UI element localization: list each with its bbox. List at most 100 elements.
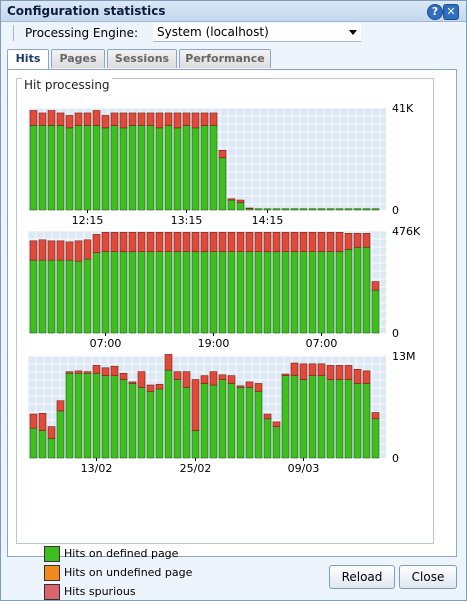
bar-defined [308,208,317,211]
bar-spurious [281,231,290,252]
bar-spurious [47,110,56,126]
y-tick-label-zero: 0 [392,452,399,465]
bar-spurious [227,198,236,201]
x-tick-label: 19:00 [198,337,230,350]
bar-spurious [209,231,218,252]
bar-spurious [110,231,119,252]
bar-defined [290,375,299,459]
bar-defined [119,379,128,459]
bar-spurious [137,371,146,388]
bar-defined [272,208,281,211]
bar-spurious [137,231,146,252]
bar-defined [173,127,182,211]
chevron-down-icon[interactable] [349,30,357,35]
x-tick-label: 25/02 [180,462,212,475]
bar-spurious [173,231,182,252]
bar-defined [155,251,164,334]
bar-spurious [281,373,290,376]
bar-defined [128,125,137,211]
bar-defined [263,208,272,211]
bar-spurious [317,363,326,376]
engine-select-value: System (localhost) [157,25,269,39]
bar-defined [362,208,371,211]
bar-spurious [326,231,335,252]
x-tick-label: 07:00 [90,337,122,350]
bar-spurious [83,239,92,260]
bar-spurious [56,400,65,412]
y-tick-label-zero: 0 [392,327,399,340]
bar-spurious [272,421,281,427]
y-tick-label-max: 476K [392,225,421,238]
bar-spurious [191,112,200,129]
tab-sessions[interactable]: Sessions [107,49,177,68]
tab-hits[interactable]: Hits [7,49,49,70]
bar-spurious [38,112,47,126]
tab-performance[interactable]: Performance [179,49,271,68]
bar-defined [263,251,272,334]
x-tick-label: 13:15 [171,214,203,227]
help-icon[interactable]: ? [427,4,443,20]
bar-spurious [74,370,83,374]
reload-button[interactable]: Reload [329,565,395,589]
bar-defined [290,208,299,211]
tab-pages[interactable]: Pages [51,49,105,68]
bar-defined [29,125,38,211]
bar-defined [173,251,182,334]
bar-spurious [362,370,371,384]
bar-defined [101,251,110,334]
bar-defined [164,125,173,211]
bar-defined [47,259,56,334]
bar-spurious [200,375,209,384]
bar-defined [353,246,362,334]
bar-spurious [236,385,245,388]
bar-spurious [290,362,299,376]
bar-defined [29,427,38,459]
bar-defined [56,410,65,459]
bar-spurious [200,112,209,126]
bar-spurious [128,112,137,126]
bar-defined [155,388,164,459]
bar-defined [65,372,74,459]
bar-defined [344,379,353,459]
bar-defined [182,125,191,211]
bar-spurious [56,240,65,261]
toolbar-separator [13,25,14,41]
close-icon[interactable]: ✕ [443,4,459,20]
bar-defined [182,251,191,334]
bar-spurious [308,231,317,252]
charts-area: 41K 0 12:15 13:15 14:15 476K 0 07:00 19:00 07:00 1… [27,102,421,475]
bar-spurious [173,371,182,380]
bar-defined [227,251,236,334]
bar-spurious [227,375,236,384]
engine-select[interactable]: System (localhost) [153,23,361,42]
bar-spurious [326,365,335,380]
bar-spurious [236,231,245,252]
bar-defined [173,379,182,459]
bar-defined [236,202,245,211]
bar-defined [200,125,209,211]
bar-defined [254,391,263,459]
bar-spurious [38,239,47,261]
bar-spurious [29,240,38,261]
bar-spurious [263,413,272,420]
bar-defined [200,383,209,459]
bar-defined [65,127,74,211]
bar-spurious [182,112,191,126]
bar-spurious [83,112,92,126]
bar-spurious [353,369,362,384]
bar-spurious [191,231,200,252]
bar-defined [209,251,218,334]
bar-spurious [218,149,227,159]
bar-defined [308,375,317,459]
bar-defined [299,379,308,459]
hit-processing-group [16,78,434,544]
bar-defined [353,383,362,459]
bar-defined [371,208,380,211]
bar-spurious [119,112,128,129]
bar-defined [335,208,344,211]
bar-spurious [56,112,65,126]
legend-label-undefined: Hits on undefined page [64,566,193,579]
close-button[interactable]: Close [399,565,457,589]
bar-spurious [200,231,209,252]
